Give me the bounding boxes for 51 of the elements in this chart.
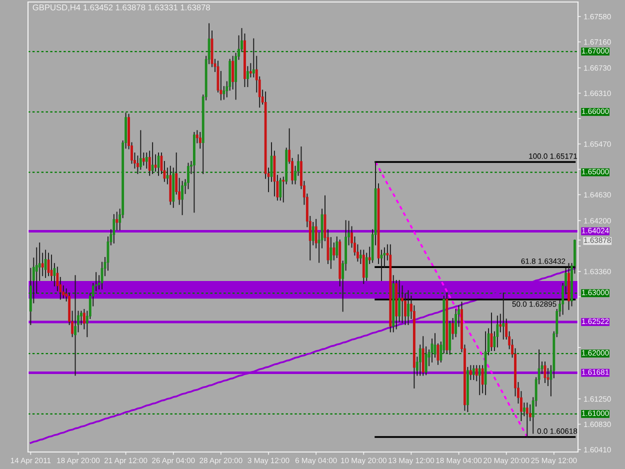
chart-title: GBPUSD,H4 1.63452 1.63878 1.63331 1.63878 — [32, 4, 210, 12]
candlestick — [252, 38, 255, 78]
candlestick — [142, 152, 145, 166]
candlestick — [116, 212, 118, 230]
candlestick — [330, 237, 332, 269]
candlestick — [181, 180, 184, 216]
candlestick — [232, 56, 234, 90]
candlestick — [74, 275, 76, 376]
candlestick — [359, 250, 362, 264]
candlestick — [279, 178, 282, 201]
candlestick — [249, 63, 252, 78]
candlestick — [490, 312, 493, 352]
candlestick — [452, 318, 454, 340]
candlestick — [380, 250, 383, 281]
candlestick — [336, 236, 338, 258]
candlestick — [136, 156, 139, 174]
candlestick — [496, 316, 499, 348]
candlestick — [198, 132, 202, 149]
candlestick — [522, 402, 526, 416]
candlestick — [472, 365, 475, 380]
candlestick — [154, 154, 157, 172]
candlestick — [50, 254, 53, 281]
candlestick — [44, 250, 47, 278]
candlestick — [166, 168, 169, 184]
candlestick — [362, 250, 365, 284]
candlestick — [526, 402, 528, 438]
candlestick — [157, 152, 160, 176]
candlestick — [332, 242, 336, 260]
candlestick — [424, 346, 428, 376]
candlestick — [499, 314, 502, 332]
candlestick — [282, 176, 285, 202]
candlestick — [398, 280, 401, 322]
candlestick — [139, 130, 142, 170]
candlestick — [312, 222, 314, 246]
candlestick — [368, 246, 371, 264]
line-series — [30, 267, 576, 444]
candlestick — [469, 365, 472, 380]
candlestick — [151, 142, 154, 174]
candlestick — [41, 252, 44, 276]
candlestick — [418, 344, 422, 376]
candlestick — [481, 365, 484, 394]
candlestick — [145, 152, 148, 169]
candlestick — [246, 66, 249, 88]
candlestick — [407, 290, 410, 326]
candlestick — [112, 214, 116, 244]
candlestick — [475, 365, 478, 382]
candlestick — [422, 336, 424, 376]
candlestick — [454, 308, 458, 338]
candlestick — [478, 365, 481, 396]
candlestick — [401, 285, 404, 324]
candlestick — [502, 292, 505, 340]
